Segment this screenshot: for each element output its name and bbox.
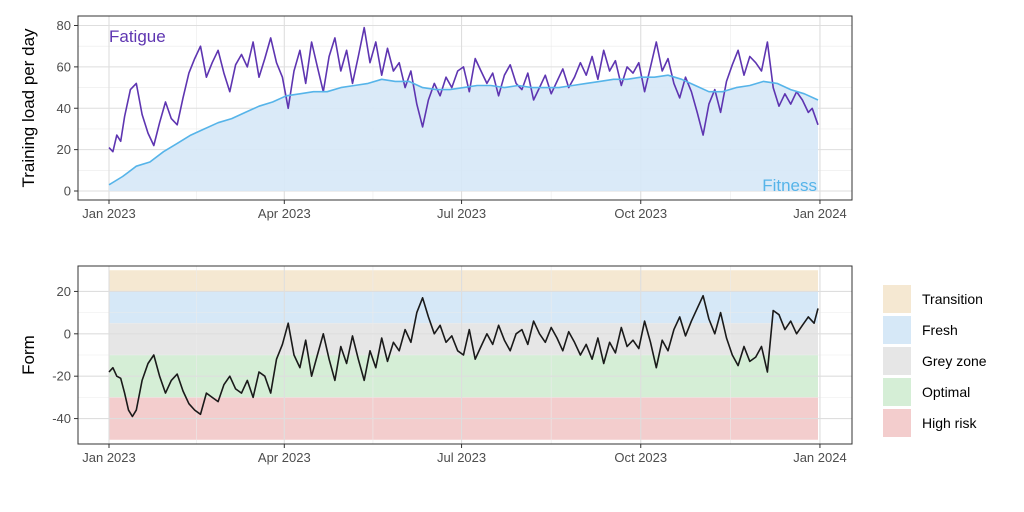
band-grey-zone	[109, 323, 818, 355]
fatigue-line	[108, 26, 819, 153]
legend-label: Fresh	[922, 322, 958, 338]
legend-key-grey-zone	[883, 347, 911, 375]
x-tick-label: Jan 2023	[82, 450, 136, 465]
y-axis-title: Training load per day	[19, 28, 38, 188]
band-transition	[109, 270, 818, 292]
fitness-area	[109, 75, 818, 191]
legend-label: Optimal	[922, 384, 970, 400]
x-tick-label: Jul 2023	[437, 450, 486, 465]
y-axis-title: Form	[19, 335, 38, 375]
y-tick-label: 0	[64, 184, 71, 199]
band-fresh	[109, 291, 818, 324]
x-tick-label: Jan 2024	[793, 206, 847, 221]
fitness-line	[108, 74, 819, 186]
x-tick-label: Jan 2024	[793, 450, 847, 465]
legend-key-high-risk	[883, 409, 911, 437]
y-tick-label: 80	[57, 18, 71, 33]
x-tick-label: Jul 2023	[437, 206, 486, 221]
fitness-label: Fitness	[762, 176, 817, 195]
legend-key-transition	[883, 285, 911, 313]
y-tick-label: 0	[64, 326, 71, 341]
x-tick-label: Jan 2023	[82, 206, 136, 221]
form-line	[108, 294, 819, 418]
x-tick-label: Oct 2023	[614, 450, 667, 465]
legend-label: High risk	[922, 415, 977, 431]
x-tick-label: Apr 2023	[258, 450, 311, 465]
fatigue-label: Fatigue	[109, 27, 166, 46]
y-tick-label: -20	[52, 369, 71, 384]
legend-label: Transition	[922, 291, 983, 307]
y-tick-label: -40	[52, 411, 71, 426]
legend-label: Grey zone	[922, 353, 987, 369]
y-tick-label: 20	[57, 284, 71, 299]
legend-key-fresh	[883, 316, 911, 344]
y-tick-label: 40	[57, 101, 71, 116]
training-load-chart: Jan 2023 Apr 2023 Jul 2023 Oct 2023 Jan 2024…	[19, 15, 853, 221]
y-tick-label: 20	[57, 142, 71, 157]
panel-border	[77, 265, 853, 445]
x-tick-label: Oct 2023	[614, 206, 667, 221]
legend-key-optimal	[883, 378, 911, 406]
form-chart: Jan 2023 Apr 2023 Jul 2023 Oct 2023 Jan 2024…	[19, 265, 987, 465]
x-tick-label: Apr 2023	[258, 206, 311, 221]
y-tick-label: 60	[57, 59, 71, 74]
